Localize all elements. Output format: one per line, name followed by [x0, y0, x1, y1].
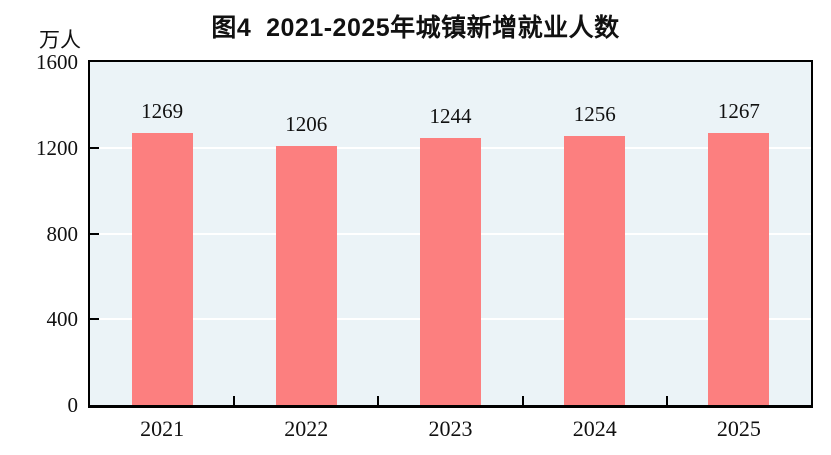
chart-title: 图4 2021-2025年城镇新增就业人数 [211, 14, 620, 42]
y-axis-tick-1200 [90, 146, 99, 149]
x-axis-tick [665, 396, 668, 405]
y-axis-tick-label: 800 [46, 221, 79, 246]
x-axis-tick [377, 396, 380, 405]
bar-value-label-2024: 1256 [573, 101, 616, 126]
x-axis-label-2022: 2022 [284, 416, 329, 441]
x-axis-label-2021: 2021 [140, 416, 185, 441]
y-axis-tick-label: 1600 [36, 50, 78, 74]
y-axis-tick-800 [90, 232, 99, 235]
y-axis-tick-label: 0 [67, 393, 79, 417]
bar-2021 [131, 132, 193, 405]
bar-value-label-2025: 1267 [717, 99, 760, 124]
bar-2023 [420, 138, 481, 405]
x-axis-tick [521, 396, 524, 405]
bar-value-label-2021: 1269 [141, 98, 184, 123]
x-axis-label-2025: 2025 [716, 416, 761, 441]
y-axis-tick-label: 400 [46, 307, 79, 332]
x-axis-label-2023: 2023 [428, 416, 473, 441]
y-axis-tick-400 [90, 318, 99, 321]
x-axis-tick [233, 396, 236, 405]
bar-value-label-2023: 1244 [429, 104, 472, 129]
plot-area: 1269 1206 1244 1256 1267 [88, 60, 813, 408]
bar-value-label-2022: 1206 [285, 112, 328, 137]
y-axis-unit-label: 万人 [39, 28, 81, 52]
x-axis-label-2024: 2024 [572, 416, 617, 441]
y-axis-tick-label: 1200 [36, 135, 78, 160]
bar-2022 [275, 146, 337, 405]
bar-2024 [564, 135, 626, 405]
bar-2025 [708, 133, 770, 405]
